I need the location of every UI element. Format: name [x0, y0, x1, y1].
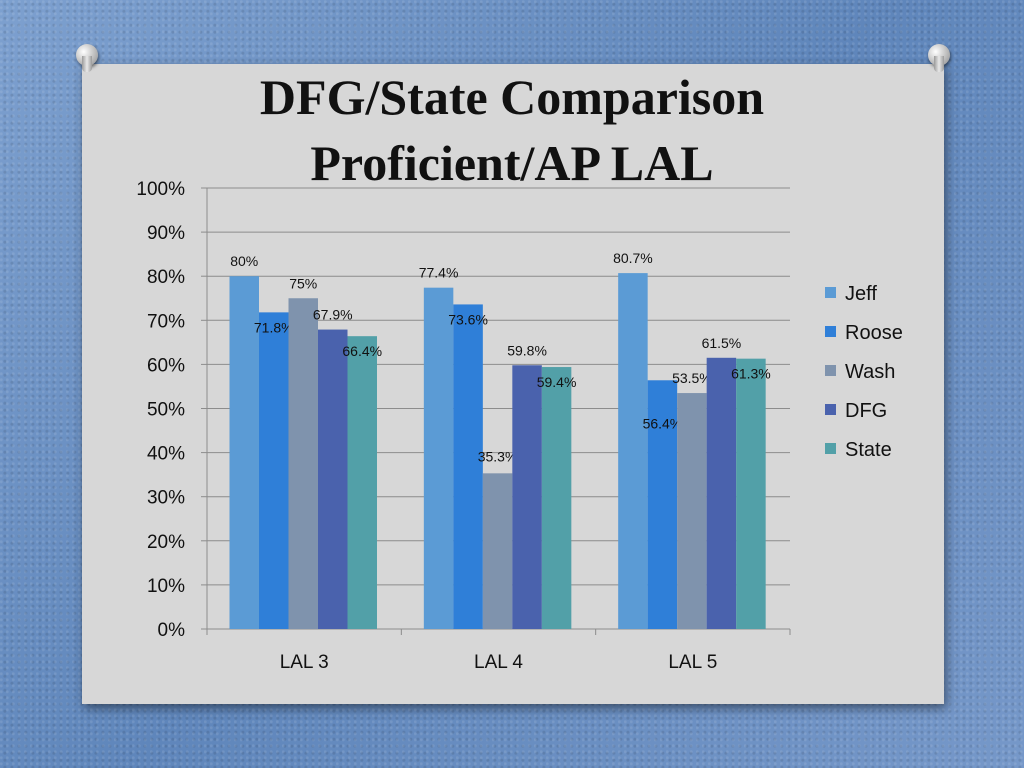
data-label: 80.7%: [613, 250, 653, 266]
x-tick-label: LAL 4: [474, 652, 523, 673]
data-label: 53.5%: [672, 370, 712, 386]
data-label: 59.4%: [537, 374, 577, 390]
bar: [736, 358, 766, 629]
legend-swatch: [825, 365, 836, 376]
bar: [318, 329, 348, 629]
page-title-line2: Proficient/AP LAL: [310, 135, 714, 191]
bar: [482, 473, 513, 629]
bar: [706, 357, 737, 629]
legend-label: Jeff: [845, 283, 877, 305]
y-tick-label: 70%: [147, 311, 185, 332]
legend-swatch: [825, 404, 836, 415]
y-tick-label: 10%: [147, 576, 185, 597]
y-tick-label: 80%: [147, 267, 185, 288]
pushpin-icon: [928, 44, 950, 72]
y-tick-label: 30%: [147, 488, 185, 509]
data-label: 73.6%: [448, 311, 488, 327]
data-label: 71.8%: [254, 319, 294, 335]
bar: [541, 367, 572, 629]
bar: [229, 276, 259, 629]
y-tick-label: 40%: [147, 444, 185, 465]
bar: [259, 312, 289, 629]
legend-label: DFG: [845, 400, 887, 422]
data-label: 61.3%: [731, 366, 771, 382]
legend-swatch: [825, 326, 836, 337]
legend-label: Wash: [845, 361, 895, 383]
data-label: 80%: [230, 253, 258, 269]
y-tick-label: 50%: [147, 400, 185, 421]
bar: [677, 393, 707, 629]
bar: [453, 304, 483, 629]
bar: [347, 336, 377, 629]
data-label: 75%: [289, 275, 317, 291]
bar: [423, 287, 454, 629]
y-tick-label: 20%: [147, 532, 185, 553]
legend-swatch: [825, 287, 836, 298]
y-tick-label: 90%: [147, 223, 185, 244]
legend-swatch: [825, 443, 836, 454]
data-label: 35.3%: [478, 448, 518, 464]
legend-label: Roose: [845, 322, 903, 344]
page-title-line1: DFG/State Comparison: [259, 69, 765, 125]
x-tick-label: LAL 3: [280, 652, 329, 673]
data-label: 67.9%: [313, 307, 353, 323]
y-tick-label: 100%: [136, 179, 185, 200]
y-tick-label: 0%: [158, 620, 186, 641]
bar: [647, 380, 678, 629]
data-label: 66.4%: [342, 343, 382, 359]
data-label: 59.8%: [507, 342, 547, 358]
bar: [288, 298, 318, 629]
bar: [512, 365, 542, 629]
y-tick-label: 60%: [147, 355, 185, 376]
legend-label: State: [845, 439, 892, 461]
data-label: 77.4%: [419, 265, 459, 281]
bar: [618, 273, 648, 629]
data-label: 61.5%: [702, 335, 742, 351]
x-tick-label: LAL 5: [668, 652, 717, 673]
pushpin-icon: [76, 44, 98, 72]
data-label: 56.4%: [643, 415, 683, 431]
